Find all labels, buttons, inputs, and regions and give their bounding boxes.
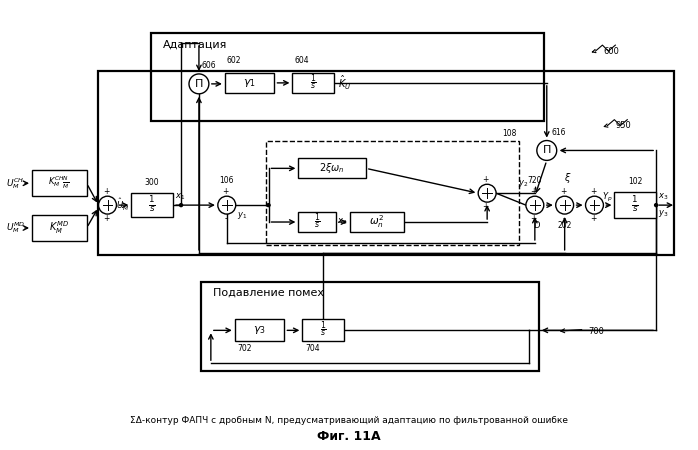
Text: 300: 300 xyxy=(144,178,158,187)
Circle shape xyxy=(218,196,236,214)
Text: Подавление помех: Подавление помех xyxy=(213,288,324,297)
Text: 604: 604 xyxy=(295,56,309,65)
Circle shape xyxy=(478,184,496,202)
Text: $\xi$: $\xi$ xyxy=(564,171,572,185)
Text: $y_3$: $y_3$ xyxy=(658,207,669,219)
Text: $x_2$: $x_2$ xyxy=(337,217,348,227)
Circle shape xyxy=(526,196,544,214)
Text: $\hat{K}_U$: $\hat{K}_U$ xyxy=(338,74,351,92)
Text: $U_M^{CH}$: $U_M^{CH}$ xyxy=(6,176,24,191)
Text: D: D xyxy=(533,221,540,230)
Text: +: + xyxy=(530,187,537,196)
Text: +: + xyxy=(223,187,229,196)
Text: 950: 950 xyxy=(616,121,631,130)
Text: 616: 616 xyxy=(551,127,566,136)
Text: 102: 102 xyxy=(628,177,642,186)
Text: $\frac{1}{s}$: $\frac{1}{s}$ xyxy=(310,73,317,93)
Text: $Y_p$: $Y_p$ xyxy=(602,191,612,204)
Circle shape xyxy=(98,196,117,214)
Text: $\gamma_3$: $\gamma_3$ xyxy=(253,324,266,336)
Text: +: + xyxy=(482,202,489,211)
Text: +: + xyxy=(103,214,110,223)
Text: 602: 602 xyxy=(227,56,242,65)
Text: $\frac{1}{s}$: $\frac{1}{s}$ xyxy=(320,320,327,340)
Bar xyxy=(298,212,336,232)
Text: $y_2$: $y_2$ xyxy=(518,178,528,189)
Text: 202: 202 xyxy=(558,221,572,230)
Circle shape xyxy=(267,204,270,207)
Text: $y_1$: $y_1$ xyxy=(237,210,247,221)
Bar xyxy=(614,192,656,218)
Text: 606: 606 xyxy=(202,61,216,70)
Bar xyxy=(302,320,344,341)
Text: $x_1$: $x_1$ xyxy=(175,192,186,202)
Bar xyxy=(32,215,87,241)
Bar xyxy=(265,140,519,245)
Text: -: - xyxy=(224,214,227,223)
Text: Фиг. 11А: Фиг. 11А xyxy=(317,430,381,443)
Circle shape xyxy=(179,204,183,207)
Circle shape xyxy=(586,196,603,214)
Text: ΣΔ-контур ФАПЧ с дробным N, предусматривающий адаптацию по фильтрованной ошибке: ΣΔ-контур ФАПЧ с дробным N, предусматрив… xyxy=(130,416,568,425)
Text: 700: 700 xyxy=(588,327,604,336)
Text: $\gamma_1$: $\gamma_1$ xyxy=(243,77,256,89)
Text: П: П xyxy=(542,145,551,155)
Text: $\frac{1}{s}$: $\frac{1}{s}$ xyxy=(632,195,639,216)
Text: +: + xyxy=(591,214,597,223)
Bar xyxy=(292,73,334,93)
Circle shape xyxy=(556,196,574,214)
Text: 600: 600 xyxy=(603,47,619,56)
Bar xyxy=(201,282,539,371)
Text: +: + xyxy=(482,175,489,184)
Text: $\frac{1}{s}$: $\frac{1}{s}$ xyxy=(149,195,156,216)
Circle shape xyxy=(537,140,557,160)
Text: $K_M^{MD}$: $K_M^{MD}$ xyxy=(50,220,69,236)
Text: $U_M^{MD}$: $U_M^{MD}$ xyxy=(6,220,25,235)
Text: $K_M^{CH}\frac{N}{M}$: $K_M^{CH}\frac{N}{M}$ xyxy=(48,175,70,191)
Text: 108: 108 xyxy=(503,129,517,138)
Bar xyxy=(350,212,403,232)
Text: 704: 704 xyxy=(305,344,320,353)
Text: -: - xyxy=(563,214,565,223)
Text: +: + xyxy=(591,187,597,196)
Text: 106: 106 xyxy=(219,176,234,185)
Bar xyxy=(235,320,284,341)
Text: +: + xyxy=(530,214,537,223)
Text: 720: 720 xyxy=(528,176,542,185)
Bar xyxy=(98,71,674,255)
Bar xyxy=(32,171,87,196)
Bar xyxy=(151,33,544,121)
Text: $\frac{1}{s}$: $\frac{1}{s}$ xyxy=(313,212,320,232)
Text: $2\xi\omega_n$: $2\xi\omega_n$ xyxy=(319,162,345,176)
Text: $\hat{U}_M$: $\hat{U}_M$ xyxy=(117,197,129,213)
Bar xyxy=(225,73,274,93)
Text: $\omega_n^2$: $\omega_n^2$ xyxy=(369,214,385,230)
Text: П: П xyxy=(195,79,203,89)
Text: $x_3$: $x_3$ xyxy=(658,192,669,202)
Circle shape xyxy=(189,74,209,94)
Text: 702: 702 xyxy=(238,344,252,353)
Bar xyxy=(298,158,366,178)
Bar xyxy=(131,193,173,217)
Circle shape xyxy=(655,204,658,207)
Text: +: + xyxy=(560,187,567,196)
Text: Адаптация: Адаптация xyxy=(163,39,228,49)
Text: +: + xyxy=(103,187,110,196)
